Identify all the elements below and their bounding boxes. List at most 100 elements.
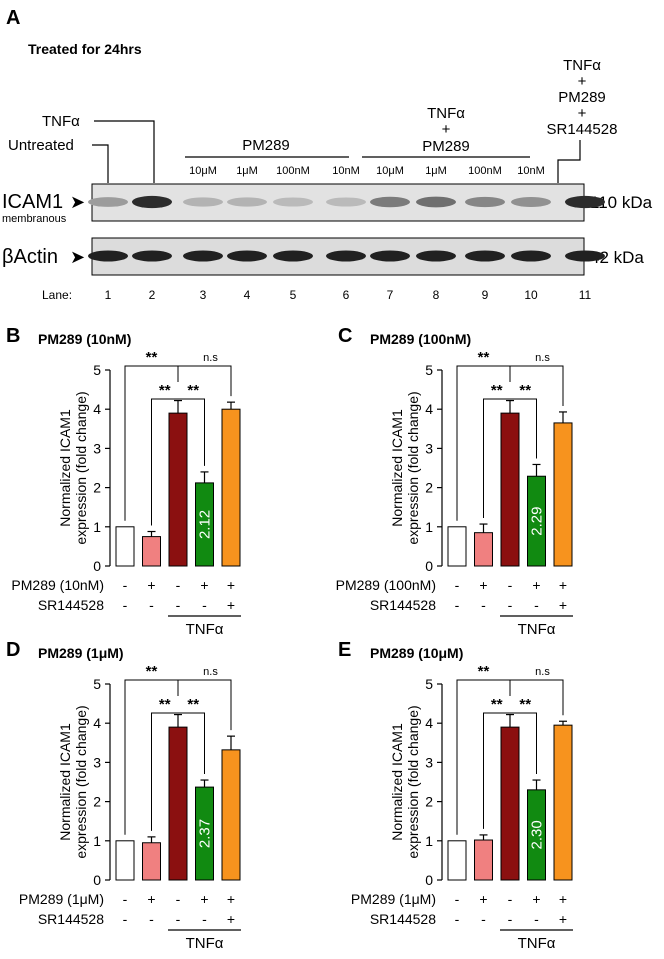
y-tick-label: 3 [425, 754, 433, 770]
sig-bracket-top-right [177, 679, 232, 731]
sig-top-right: n.s [535, 352, 550, 364]
concentration-label: 100nM [468, 165, 502, 177]
bar [474, 532, 493, 567]
row2-sign: - [202, 911, 207, 927]
sig-bracket-mid-right [510, 712, 537, 775]
bar [553, 422, 573, 567]
concentration-label: 10μM [376, 165, 404, 177]
panel-letter-a: A [6, 7, 20, 29]
row2-sign: - [508, 597, 513, 613]
lane-number: 6 [343, 288, 350, 302]
lane-number: 5 [290, 288, 297, 302]
panel-letter: B [6, 325, 20, 347]
label-tnf-pm289-pm289: PM289 [422, 138, 470, 155]
y-axis-label-line1: Normalized ICAM1 [389, 409, 405, 527]
row1-sign: - [455, 891, 460, 907]
bar-value-label: 2.30 [529, 820, 546, 849]
actin-band [511, 250, 551, 262]
panel-letter: E [338, 639, 351, 661]
row-label-sr144528: SR144528 [370, 597, 436, 613]
bar [168, 726, 188, 881]
row1-sign: + [200, 891, 208, 907]
row1-sign: + [559, 891, 567, 907]
sig-top-right: n.s [535, 666, 550, 678]
sig-bracket-mid-left [483, 712, 510, 829]
sig-mid-right: ** [519, 382, 531, 399]
panel-letter: D [6, 639, 20, 661]
row2-sign: - [149, 911, 154, 927]
bar-value-label: 2.29 [529, 507, 546, 536]
y-tick-label: 0 [425, 872, 433, 888]
row2-sign: - [481, 911, 486, 927]
combo-connector [557, 140, 581, 183]
y-tick-label: 2 [93, 480, 101, 496]
row2-sign: + [227, 911, 235, 927]
icam1-arrow: ➤ [70, 192, 85, 212]
chart-panel-b: B PM289 (10nM) 0 1 2 3 4 5 Normalized ICAM1 expre… [6, 325, 241, 638]
y-tick-label: 3 [425, 440, 433, 456]
row1-sign: - [176, 891, 181, 907]
sig-mid-right: ** [187, 696, 199, 713]
row2-sign: + [559, 911, 567, 927]
bar [221, 749, 241, 881]
y-tick-label: 5 [425, 362, 433, 378]
row2-sign: + [559, 597, 567, 613]
panel-a-subtitle: Treated for 24hrs [28, 41, 142, 57]
sig-bracket-mid-right [178, 398, 205, 466]
lane-number: 3 [200, 288, 207, 302]
untreated-connector [92, 144, 109, 183]
label-pm289: PM289 [242, 137, 290, 154]
y-axis-label-line2: expression (fold change) [73, 391, 89, 544]
y-tick-label: 1 [425, 519, 433, 535]
sig-mid-left: ** [159, 696, 171, 713]
lane-label: Lane: [42, 288, 72, 302]
sig-bracket-top-right [509, 365, 564, 406]
bar [221, 408, 241, 567]
chart-title: PM289 (10μM) [370, 645, 463, 661]
bar [142, 842, 161, 881]
sig-top: ** [478, 349, 490, 366]
row1-sign: - [455, 577, 460, 593]
concentration-label: 10nM [517, 165, 545, 177]
group-label-tnf: TNFα [186, 621, 224, 638]
icam1-band [132, 195, 172, 209]
lane-number: 1 [105, 288, 112, 302]
chart-title: PM289 (10nM) [38, 331, 131, 347]
y-tick-label: 2 [425, 794, 433, 810]
panel-letter: C [338, 325, 352, 347]
actin-band [132, 250, 172, 262]
label-combo-tnf: TNFα [563, 57, 601, 74]
label-tnf-pm289-plus: + [442, 121, 451, 138]
actin-band [416, 250, 456, 262]
group-label-tnf: TNFα [518, 621, 556, 638]
sig-mid-left: ** [491, 696, 503, 713]
group-label-tnf: TNFα [518, 935, 556, 952]
row-label-sr144528: SR144528 [370, 911, 436, 927]
label-untreated: Untreated [8, 137, 74, 154]
row1-sign: - [176, 577, 181, 593]
row1-sign: - [508, 577, 513, 593]
concentration-label: 10μM [189, 165, 217, 177]
y-tick-label: 3 [93, 754, 101, 770]
sig-bracket-mid-left [151, 398, 178, 526]
y-axis-label-line2: expression (fold change) [405, 705, 421, 858]
chart-panel-d: D PM289 (1μM) 0 1 2 3 4 5 Normalized ICAM1 expres… [6, 639, 241, 952]
sig-mid-right: ** [519, 696, 531, 713]
lane-number: 9 [482, 288, 489, 302]
icam1-band [88, 197, 128, 207]
group-label-tnf: TNFα [186, 935, 224, 952]
y-tick-label: 3 [93, 440, 101, 456]
row2-sign: - [149, 597, 154, 613]
bar [142, 536, 161, 567]
sig-top-right: n.s [203, 666, 218, 678]
row2-sign: - [202, 597, 207, 613]
row2-sign: - [455, 911, 460, 927]
icam1-sublabel: membranous [2, 213, 67, 225]
row-label-pm289: PM289 (100nM) [336, 577, 436, 593]
actin-arrow: ➤ [70, 247, 85, 267]
row2-sign: - [123, 911, 128, 927]
bar [115, 526, 135, 567]
bar [474, 839, 493, 881]
